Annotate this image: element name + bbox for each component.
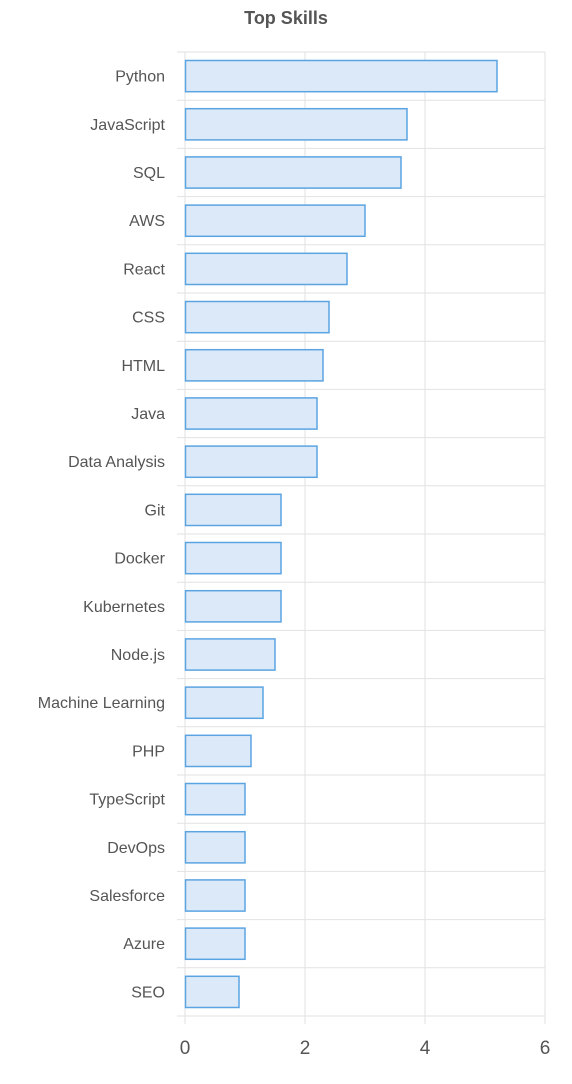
bar-node-js[interactable] [184,638,276,671]
category-label: TypeScript [89,792,165,809]
bar-java[interactable] [184,397,318,430]
category-label: Salesforce [89,888,165,905]
category-label: Docker [114,551,165,568]
category-label: SQL [133,165,165,182]
bar-kubernetes[interactable] [184,589,282,623]
category-label: Kubernetes [83,599,165,616]
category-label: SEO [131,984,165,1001]
x-tick-label: 6 [540,1038,551,1059]
chart-title: Top Skills [244,8,328,28]
bar-seo[interactable] [184,975,240,1009]
bar-machine-learning[interactable] [184,686,264,720]
x-tick-label: 2 [300,1038,311,1059]
bar-sql[interactable] [184,156,402,189]
category-label: Node.js [111,647,165,664]
category-label: CSS [132,310,165,327]
bar-python[interactable] [184,59,498,93]
bar-php[interactable] [184,734,252,768]
bar-html[interactable] [184,348,324,382]
bar-javascript[interactable] [184,107,408,141]
bar-data-analysis[interactable] [184,445,318,479]
category-label: JavaScript [90,117,165,134]
grid-layer [177,51,546,1024]
bars-layer [184,59,498,1009]
x-tick-label: 0 [180,1038,191,1059]
category-label: React [123,261,165,278]
bar-salesforce[interactable] [184,879,246,912]
category-label: HTML [121,358,165,375]
bar-devops[interactable] [184,830,246,864]
bar-css[interactable] [184,300,330,334]
category-label: Java [131,406,165,423]
bar-azure[interactable] [184,927,246,961]
category-label: Machine Learning [38,695,165,712]
category-label: Python [115,69,165,86]
category-label: AWS [129,213,165,230]
category-label: PHP [132,743,165,760]
x-tick-label: 4 [420,1038,431,1059]
category-label: DevOps [107,840,165,857]
category-label: Azure [123,936,165,953]
bar-react[interactable] [184,252,348,286]
category-label: Git [145,502,166,519]
bar-docker[interactable] [184,541,282,575]
bar-git[interactable] [184,493,282,527]
x-tick-labels: 0 2 4 6 [180,1038,551,1059]
category-labels: Python JavaScript SQL AWS React CSS HTML Java Da… [38,69,166,1002]
bar-typescript[interactable] [184,782,246,816]
category-label: Data Analysis [68,454,165,471]
bar-aws[interactable] [184,204,366,238]
